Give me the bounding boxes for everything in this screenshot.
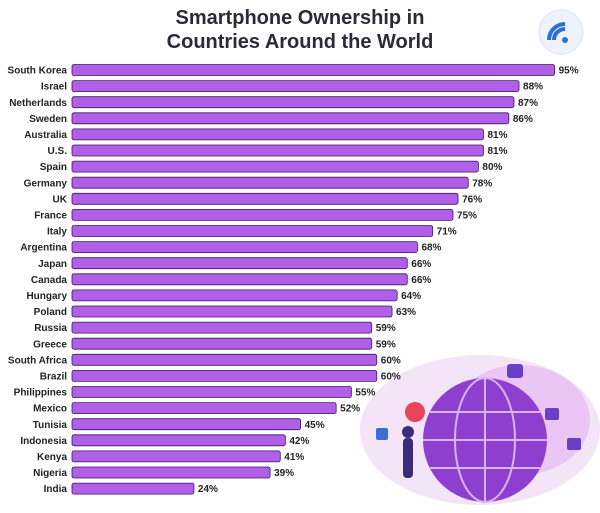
bar [71, 466, 271, 479]
category-label: France [34, 211, 67, 222]
value-label: 59% [376, 323, 396, 334]
category-label: Poland [34, 307, 67, 318]
bar [71, 128, 484, 141]
bar [71, 305, 393, 318]
category-label: U.S. [48, 146, 68, 157]
bar [71, 64, 556, 76]
value-label: 71% [437, 227, 457, 238]
value-label: 88% [523, 82, 543, 93]
value-label: 81% [487, 146, 507, 157]
category-label: UK [53, 194, 68, 205]
value-label: 63% [396, 307, 416, 318]
value-label: 59% [376, 339, 396, 350]
value-label: 24% [198, 484, 218, 495]
category-label: Canada [31, 275, 68, 286]
bar [71, 241, 418, 254]
value-label: 45% [305, 420, 325, 431]
category-label: Tunisia [33, 420, 68, 431]
value-label: 66% [411, 275, 431, 286]
value-label: 78% [472, 178, 492, 189]
value-label: 60% [381, 355, 401, 366]
value-label: 86% [513, 114, 533, 125]
category-label: Hungary [26, 291, 67, 302]
bar [71, 80, 520, 92]
bar [71, 192, 459, 205]
value-label: 52% [340, 404, 360, 415]
logo [538, 9, 584, 55]
category-label: Japan [38, 259, 67, 270]
category-label: South Korea [8, 66, 68, 77]
bar [71, 450, 281, 463]
category-label: Russia [34, 323, 67, 334]
category-label: Nigeria [33, 468, 67, 479]
value-label: 87% [518, 98, 538, 109]
bar [71, 273, 408, 286]
value-label: 95% [559, 66, 579, 77]
category-label: Sweden [29, 114, 67, 125]
bar [71, 321, 373, 334]
value-label: 66% [411, 259, 431, 270]
value-label: 60% [381, 372, 401, 383]
category-label: Australia [24, 130, 67, 141]
value-label: 42% [289, 436, 309, 447]
illustration [360, 355, 600, 505]
bar [71, 144, 484, 157]
bar [71, 369, 378, 382]
category-label: Kenya [37, 452, 67, 463]
bar [71, 434, 286, 447]
bar [71, 353, 378, 366]
bar [71, 257, 408, 270]
category-label: Germany [24, 178, 68, 189]
category-label: South Africa [8, 355, 68, 366]
value-label: 41% [284, 452, 304, 463]
bar [71, 386, 352, 398]
value-label: 76% [462, 194, 482, 205]
category-label: Indonesia [20, 436, 67, 447]
value-label: 39% [274, 468, 294, 479]
value-label: 75% [457, 211, 477, 222]
category-label: Netherlands [9, 98, 67, 109]
category-label: Italy [47, 227, 67, 238]
bar [71, 225, 434, 237]
category-label: Argentina [20, 243, 67, 254]
category-label: Philippines [14, 388, 68, 399]
value-label: 80% [482, 162, 502, 173]
value-label: 64% [401, 291, 421, 302]
bar [71, 160, 479, 173]
bar [71, 96, 515, 109]
category-label: India [44, 484, 68, 495]
bar [71, 208, 454, 221]
bar [71, 482, 195, 495]
category-label: Brazil [40, 372, 67, 383]
chart-title: Smartphone Ownership in Countries Around… [166, 7, 434, 53]
value-label: 68% [421, 243, 441, 254]
bar [71, 418, 302, 431]
value-label: 55% [355, 388, 375, 399]
bar [71, 112, 510, 125]
bar [71, 289, 398, 302]
bar [71, 337, 373, 350]
category-label: Israel [41, 82, 67, 93]
value-label: 81% [487, 130, 507, 141]
bar [71, 402, 337, 415]
category-label: Greece [33, 339, 67, 350]
bar [71, 176, 469, 189]
category-label: Mexico [33, 404, 67, 415]
category-label: Spain [40, 162, 67, 173]
